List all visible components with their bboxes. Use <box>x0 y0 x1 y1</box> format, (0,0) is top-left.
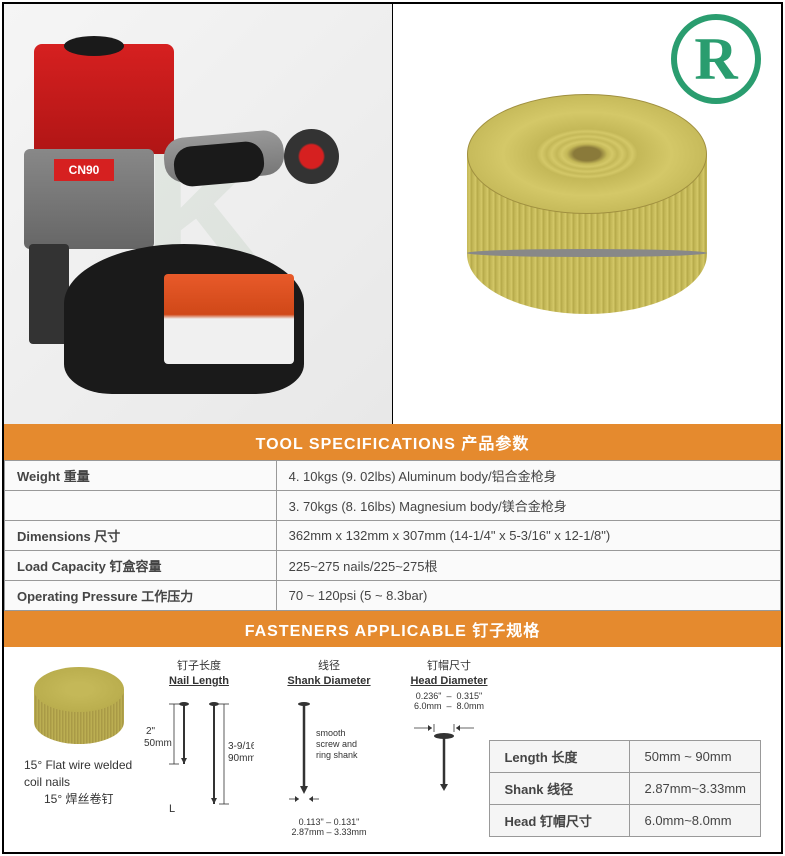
hero-images: K CN90 X R <box>4 4 781 424</box>
head-range: 0.236" – 0.315" 6.0mm – 8.0mm <box>404 691 494 711</box>
fasteners-section: 15° Flat wire welded coil nails 15° 焊丝卷钉… <box>4 647 781 852</box>
nail-length-icon: 2" 50mm 3-9/16" 90mm L <box>144 694 254 814</box>
shank-diameter-diagram: 线径 Shank Diameter smooth screw and ring … <box>284 657 374 837</box>
nail-coil-illustration <box>447 74 727 354</box>
specs-header: TOOL SPECIFICATIONS 产品参数 <box>4 424 781 460</box>
coil-caption-cn: 15° 焊丝卷钉 <box>24 791 134 808</box>
svg-text:L: L <box>169 803 175 814</box>
table-row: Operating Pressure 工作压力70 ~ 120psi (5 ~ … <box>5 581 781 611</box>
svg-text:2": 2" <box>146 726 156 737</box>
table-row: Weight 重量4. 10kgs (9. 02lbs) Aluminum bo… <box>5 461 781 491</box>
model-badge: CN90 <box>54 159 114 181</box>
table-row: Load Capacity 钉盒容量225~275 nails/225~275根 <box>5 551 781 581</box>
shank-range: 0.113" – 0.131" 2.87mm – 3.33mm <box>284 817 374 837</box>
spec-sheet: K CN90 X R <box>2 2 783 854</box>
svg-text:screw and: screw and <box>316 739 357 749</box>
nailgun-image-panel: K CN90 <box>4 4 393 424</box>
head-diameter-diagram: 钉帽尺寸 Head Diameter 0.236" – 0.315" 6.0mm… <box>404 657 494 837</box>
fasteners-header: FASTENERS APPLICABLE 钉子规格 <box>4 611 781 647</box>
nail-length-diagram: 钉子长度 Nail Length 2" 50mm <box>144 657 254 837</box>
svg-text:smooth: smooth <box>316 728 346 738</box>
table-row: Length 长度50mm ~ 90mm <box>490 741 761 773</box>
shank-icon: smooth screw and ring shank <box>284 694 374 814</box>
coil-caption-en: 15° Flat wire welded coil nails <box>24 757 134 791</box>
coil-image-panel: X R <box>393 4 782 424</box>
svg-text:50mm: 50mm <box>144 738 172 749</box>
svg-text:90mm: 90mm <box>228 753 254 764</box>
registered-trademark-icon: R <box>671 14 761 104</box>
table-row: Dimensions 尺寸362mm x 132mm x 307mm (14-1… <box>5 521 781 551</box>
specs-table: Weight 重量4. 10kgs (9. 02lbs) Aluminum bo… <box>4 460 781 611</box>
coil-thumbnail: 15° Flat wire welded coil nails 15° 焊丝卷钉 <box>24 657 134 807</box>
svg-text:ring shank: ring shank <box>316 750 358 760</box>
fastener-table: Length 长度50mm ~ 90mm Shank 线径2.87mm~3.33… <box>489 740 761 837</box>
head-icon <box>404 716 494 796</box>
table-row: 3. 70kgs (8. 16lbs) Magnesium body/镁合金枪身 <box>5 491 781 521</box>
nailgun-illustration: CN90 <box>4 4 392 424</box>
svg-text:3-9/16": 3-9/16" <box>228 741 254 752</box>
nail-diagram: 钉子长度 Nail Length 2" 50mm <box>144 657 494 837</box>
table-row: Head 钉帽尺寸6.0mm~8.0mm <box>490 805 761 837</box>
